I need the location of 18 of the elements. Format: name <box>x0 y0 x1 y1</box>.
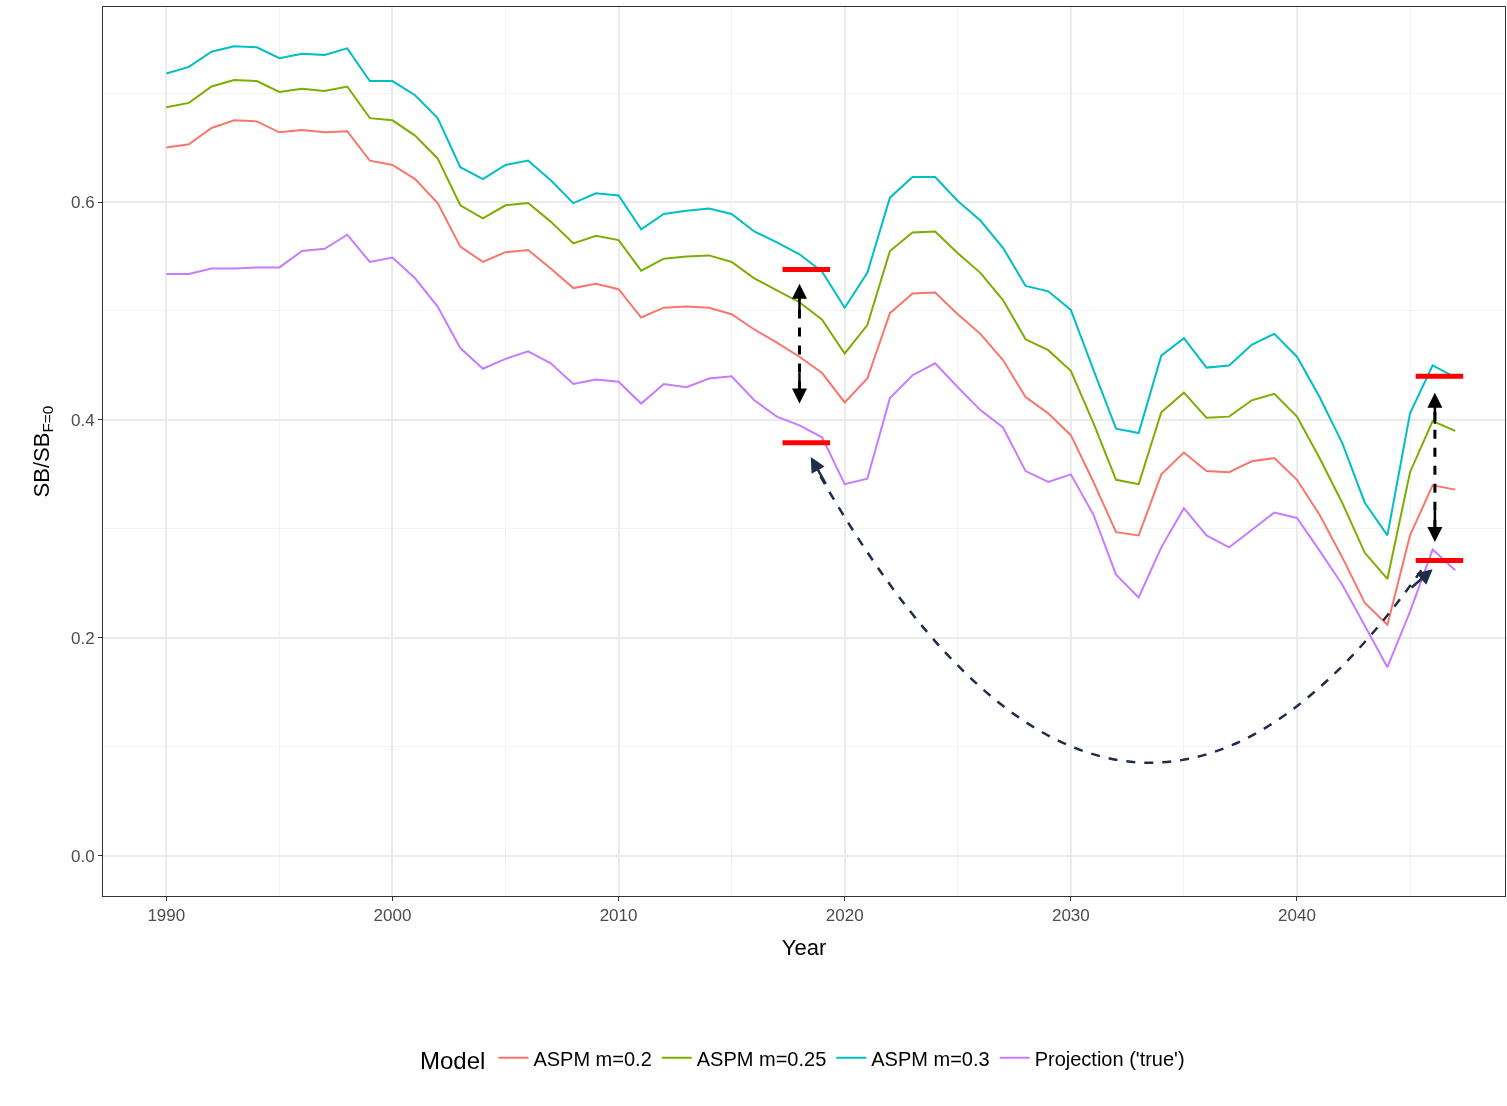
x-tick-label: 2000 <box>373 906 412 926</box>
legend-label: ASPM m=0.25 <box>696 1047 827 1070</box>
legend-label: Projection ('true') <box>1034 1047 1185 1070</box>
y-tick-label: 0.2 <box>70 628 95 648</box>
x-tick-label: 2010 <box>599 906 638 926</box>
legend-title: Model <box>420 1047 486 1075</box>
line-series <box>165 233 1457 669</box>
line-series <box>165 119 1457 626</box>
legend-label: ASPM m=0.3 <box>871 1047 990 1070</box>
x-tick-label: 2040 <box>1278 906 1316 926</box>
y-tick-label: 0.0 <box>70 846 95 866</box>
x-axis-title: Year <box>781 935 827 961</box>
x-tick-label: 1990 <box>147 906 186 926</box>
x-tick-label: 2020 <box>825 906 864 926</box>
y-tick-label: 0.4 <box>70 410 95 430</box>
y-tick-label: 0.6 <box>70 192 95 212</box>
x-tick-label: 2030 <box>1051 906 1090 926</box>
legend-label: ASPM m=0.2 <box>533 1047 652 1070</box>
